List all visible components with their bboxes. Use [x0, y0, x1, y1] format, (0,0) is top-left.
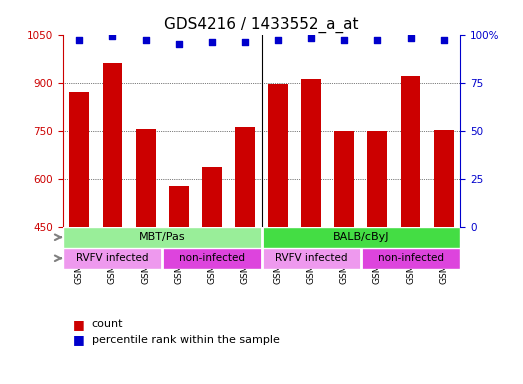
Point: [141, 37, 150, 43]
Bar: [334, 131, 354, 227]
FancyBboxPatch shape: [262, 248, 361, 269]
Text: RVFV infected: RVFV infected: [275, 253, 347, 263]
Bar: [301, 79, 321, 227]
Bar: [135, 129, 155, 227]
Text: non-infected: non-infected: [378, 253, 444, 263]
Bar: [70, 92, 89, 227]
FancyBboxPatch shape: [162, 248, 262, 269]
Bar: [434, 130, 453, 227]
Bar: [169, 186, 189, 227]
Point: [439, 37, 448, 43]
FancyBboxPatch shape: [262, 227, 460, 248]
Bar: [401, 76, 420, 227]
Text: count: count: [92, 319, 123, 329]
Bar: [268, 84, 288, 227]
Bar: [368, 131, 388, 227]
FancyBboxPatch shape: [63, 227, 262, 248]
Bar: [235, 127, 255, 227]
Bar: [202, 167, 222, 227]
Point: [307, 35, 315, 41]
Bar: [103, 63, 122, 227]
Text: ■: ■: [73, 333, 85, 346]
Point: [274, 37, 282, 43]
Text: MBT/Pas: MBT/Pas: [139, 232, 186, 242]
Text: ■: ■: [73, 318, 85, 331]
Text: non-infected: non-infected: [179, 253, 245, 263]
FancyBboxPatch shape: [63, 248, 162, 269]
FancyBboxPatch shape: [361, 248, 460, 269]
Title: GDS4216 / 1433552_a_at: GDS4216 / 1433552_a_at: [164, 17, 359, 33]
Point: [75, 37, 84, 43]
Point: [241, 39, 249, 45]
Point: [175, 41, 183, 47]
Point: [373, 37, 382, 43]
Point: [208, 39, 216, 45]
Point: [108, 33, 117, 40]
Text: percentile rank within the sample: percentile rank within the sample: [92, 335, 279, 345]
Point: [406, 35, 415, 41]
Text: RVFV infected: RVFV infected: [76, 253, 149, 263]
Point: [340, 37, 348, 43]
Text: BALB/cByJ: BALB/cByJ: [333, 232, 389, 242]
